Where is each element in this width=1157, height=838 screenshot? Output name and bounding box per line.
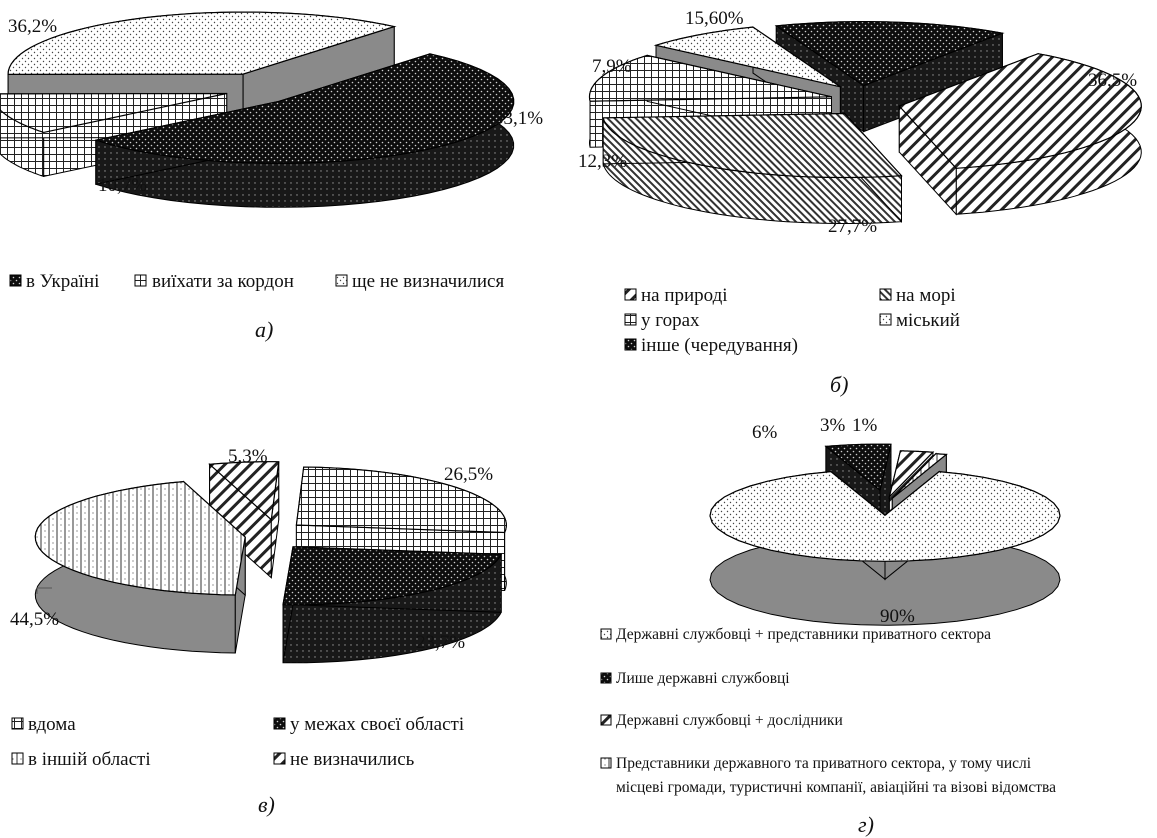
legend-d: Державні службовці + представники приват… [600,626,1056,796]
legend-swatch [9,274,22,287]
legend-b: на природі на морі у горах міський інше … [624,285,960,356]
legend-label: в іншій області [28,749,151,770]
legend-label: Державні службовці + дослідники [616,712,843,729]
pie-slice [898,52,1142,216]
legend-swatch [11,717,24,730]
legend-label: виїхати за кордон [152,271,294,292]
legend-swatch [134,274,147,287]
value-label: 23,7% [416,632,465,653]
value-label: 1% [852,415,878,436]
value-label: 10,7% [98,175,147,196]
panel-caption: в) [258,792,275,817]
leader-line [36,587,52,594]
pie-slice [208,461,280,579]
legend-label: на морі [896,285,956,306]
pie-chart-d [709,443,1061,626]
legend-swatch [273,752,286,765]
legend-label: вдома [28,714,76,735]
panel-caption: г) [858,812,874,837]
legend-swatch [624,338,637,351]
legend-label: міський [896,310,960,331]
value-label: 3% [820,415,846,436]
value-label: 12,3% [578,151,627,172]
legend-swatch [624,288,637,301]
pie-slice [774,21,1005,133]
legend-swatch [600,672,612,684]
legend-label: інше (чередування) [641,335,798,356]
legend-swatch [11,752,24,765]
value-label: 6% [752,422,778,443]
legend-swatch [624,313,637,326]
value-label: 44,5% [10,609,59,630]
value-label: 26,5% [444,464,493,485]
legend-label: місцеві громади, туристичні компанії, ав… [616,779,1056,796]
legend-swatch [879,288,892,301]
legend-a: в Україні виїхати за кордон ще не визнач… [9,271,504,292]
panel-caption: б) [830,372,848,397]
legend-label: Державні службовці + представники приват… [616,626,991,643]
value-label: 36,2% [8,16,57,37]
value-label: 53,1% [494,108,543,129]
legend-label: не визначились [290,749,415,770]
legend-swatch [600,714,612,726]
pie-slice [602,112,903,224]
value-label: 15,60% [685,8,744,29]
pie-slice [709,470,1061,626]
legend-label: Представники державного та приватного се… [616,755,1032,772]
legend-label: ще не визначилися [352,271,504,292]
pie-slice [95,53,515,208]
legend-c: вдома у межах своєї області в іншій обла… [11,714,464,770]
legend-swatch [335,274,348,287]
value-label: 90% [880,606,915,627]
value-label: 27,7% [828,216,877,237]
value-label: 7,9% [592,56,632,77]
legend-label: на природі [641,285,728,306]
legend-label: у горах [641,310,700,331]
legend-label: у межах своєї області [290,714,464,735]
pie-chart-b [588,21,1142,224]
value-label: 5,3% [228,446,268,467]
legend-label: Лише державні службовці [616,670,790,687]
legend-swatch [600,757,612,769]
legend-swatch [879,313,892,326]
legend-swatch [600,628,612,640]
panel-caption: а) [255,317,273,342]
pie-slice [34,480,246,654]
pie-chart-c [34,461,508,664]
pie-slice [282,546,503,664]
legend-swatch [273,717,286,730]
pie-chart-a [0,11,515,208]
legend-label: в Україні [26,271,99,292]
value-label: 36,5% [1088,70,1137,91]
